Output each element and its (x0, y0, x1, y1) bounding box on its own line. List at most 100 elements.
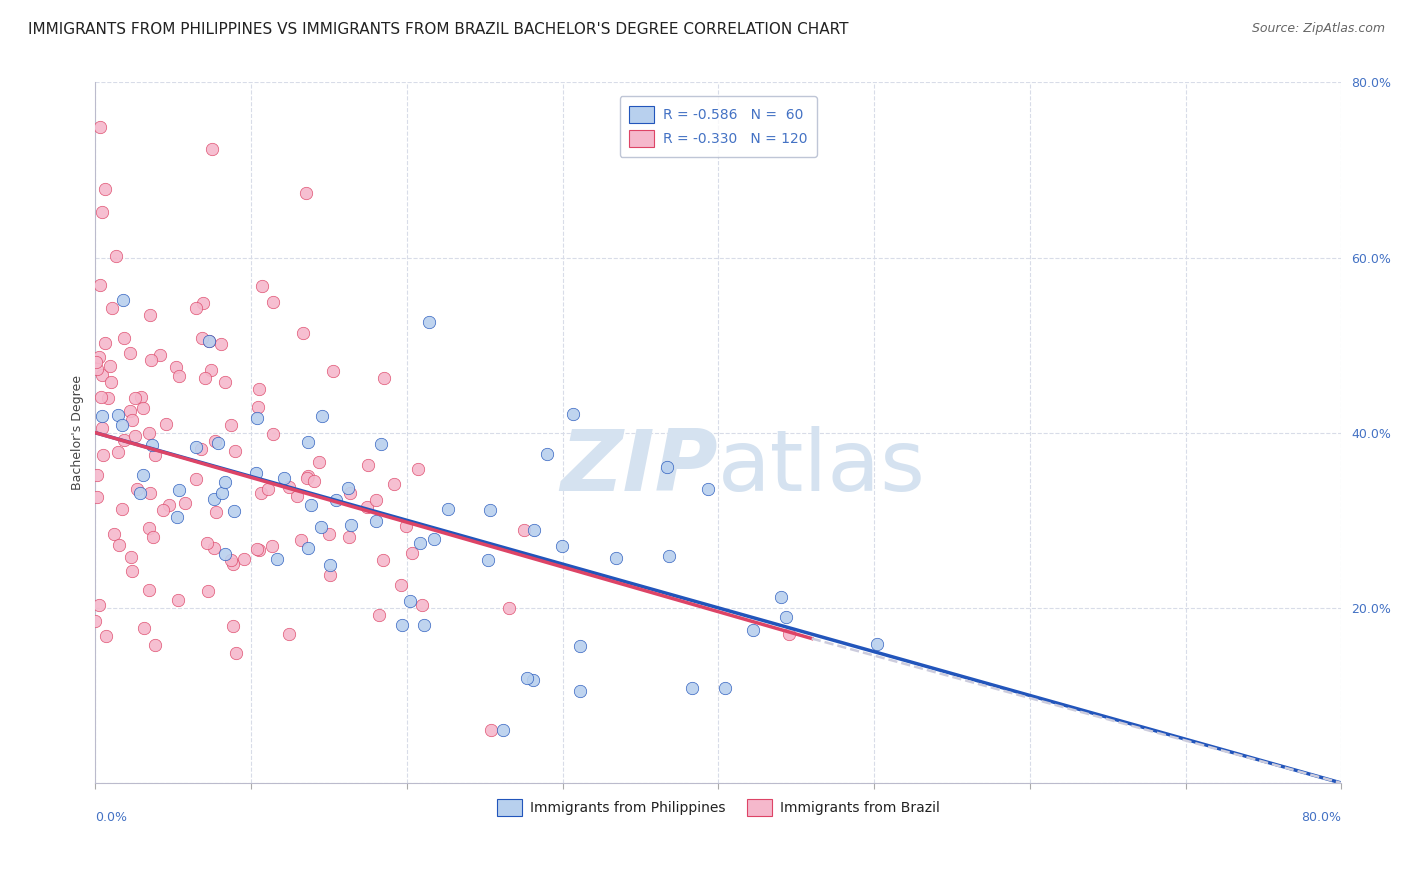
Point (204, 434, 226, 448)
Point (285, 489, 308, 503)
Point (295, 186, 318, 201)
Point (184, 472, 207, 486)
Point (318, 527, 340, 541)
Point (112, 433, 135, 447)
Point (157, 498, 180, 512)
Text: Source: ZipAtlas.com: Source: ZipAtlas.com (1251, 22, 1385, 36)
Point (112, 331, 135, 345)
Point (250, 486, 273, 500)
Point (138, 582, 160, 597)
Point (111, 501, 134, 516)
Point (245, 466, 267, 480)
Text: 0.0%: 0.0% (96, 811, 128, 824)
Point (191, 295, 214, 310)
Point (658, 549, 681, 564)
Point (409, 536, 432, 550)
Point (513, 523, 536, 537)
Point (523, 524, 546, 538)
Point (125, 482, 148, 496)
Point (200, 363, 222, 377)
Point (132, 621, 155, 635)
Point (174, 496, 197, 510)
Point (297, 541, 319, 555)
Point (382, 476, 405, 491)
Point (492, 723, 515, 737)
Point (522, 673, 544, 687)
Point (94, 182, 117, 196)
Point (100, 375, 122, 389)
Point (357, 458, 380, 473)
Text: IMMIGRANTS FROM PHILIPPINES VS IMMIGRANTS FROM BRAZIL BACHELOR'S DEGREE CORRELAT: IMMIGRANTS FROM PHILIPPINES VS IMMIGRANT… (28, 22, 849, 37)
Point (769, 590, 792, 604)
Text: 80.0%: 80.0% (1302, 811, 1341, 824)
Point (222, 504, 245, 518)
Point (214, 547, 236, 561)
Point (516, 671, 538, 685)
Point (308, 455, 330, 469)
Point (371, 553, 394, 567)
Point (297, 471, 319, 485)
Point (309, 519, 332, 533)
Point (166, 592, 188, 607)
Point (340, 518, 363, 533)
Point (207, 435, 229, 450)
Point (165, 359, 187, 374)
Point (197, 536, 219, 550)
Point (778, 627, 800, 641)
Point (112, 293, 135, 308)
Point (222, 557, 245, 571)
Point (121, 413, 143, 427)
Point (339, 486, 361, 500)
Point (224, 444, 246, 458)
Point (94, 335, 117, 350)
Point (865, 637, 887, 651)
Y-axis label: Bachelor's Degree: Bachelor's Degree (72, 376, 84, 491)
Point (569, 640, 592, 654)
Point (262, 426, 284, 441)
Point (202, 541, 225, 555)
Point (260, 539, 283, 553)
Point (149, 348, 172, 362)
Point (423, 532, 446, 546)
Point (84, 615, 107, 629)
Point (214, 475, 236, 489)
Point (569, 684, 592, 698)
Point (413, 617, 436, 632)
Point (139, 486, 162, 500)
Point (219, 418, 242, 433)
Point (107, 444, 129, 458)
Point (697, 482, 720, 496)
Point (143, 638, 166, 652)
Point (418, 315, 440, 329)
Point (479, 723, 502, 737)
Point (477, 553, 499, 567)
Point (107, 409, 129, 423)
Point (197, 583, 219, 598)
Point (211, 486, 233, 500)
Point (191, 331, 214, 345)
Point (742, 623, 765, 637)
Point (209, 337, 232, 351)
Point (131, 390, 153, 404)
Point (246, 410, 269, 425)
Point (131, 401, 153, 415)
Point (198, 334, 221, 348)
Point (91, 421, 114, 435)
Point (108, 538, 131, 552)
Point (436, 501, 458, 516)
Point (141, 438, 163, 452)
Point (139, 308, 162, 322)
Point (124, 429, 146, 443)
Point (91, 448, 114, 462)
Point (391, 618, 413, 632)
Point (401, 546, 423, 560)
Point (775, 610, 797, 624)
Point (86, 490, 108, 504)
Point (266, 551, 288, 566)
Point (120, 346, 142, 360)
Point (138, 426, 160, 441)
Point (94, 629, 117, 643)
Point (155, 417, 177, 432)
Point (302, 475, 325, 489)
Point (201, 142, 224, 156)
